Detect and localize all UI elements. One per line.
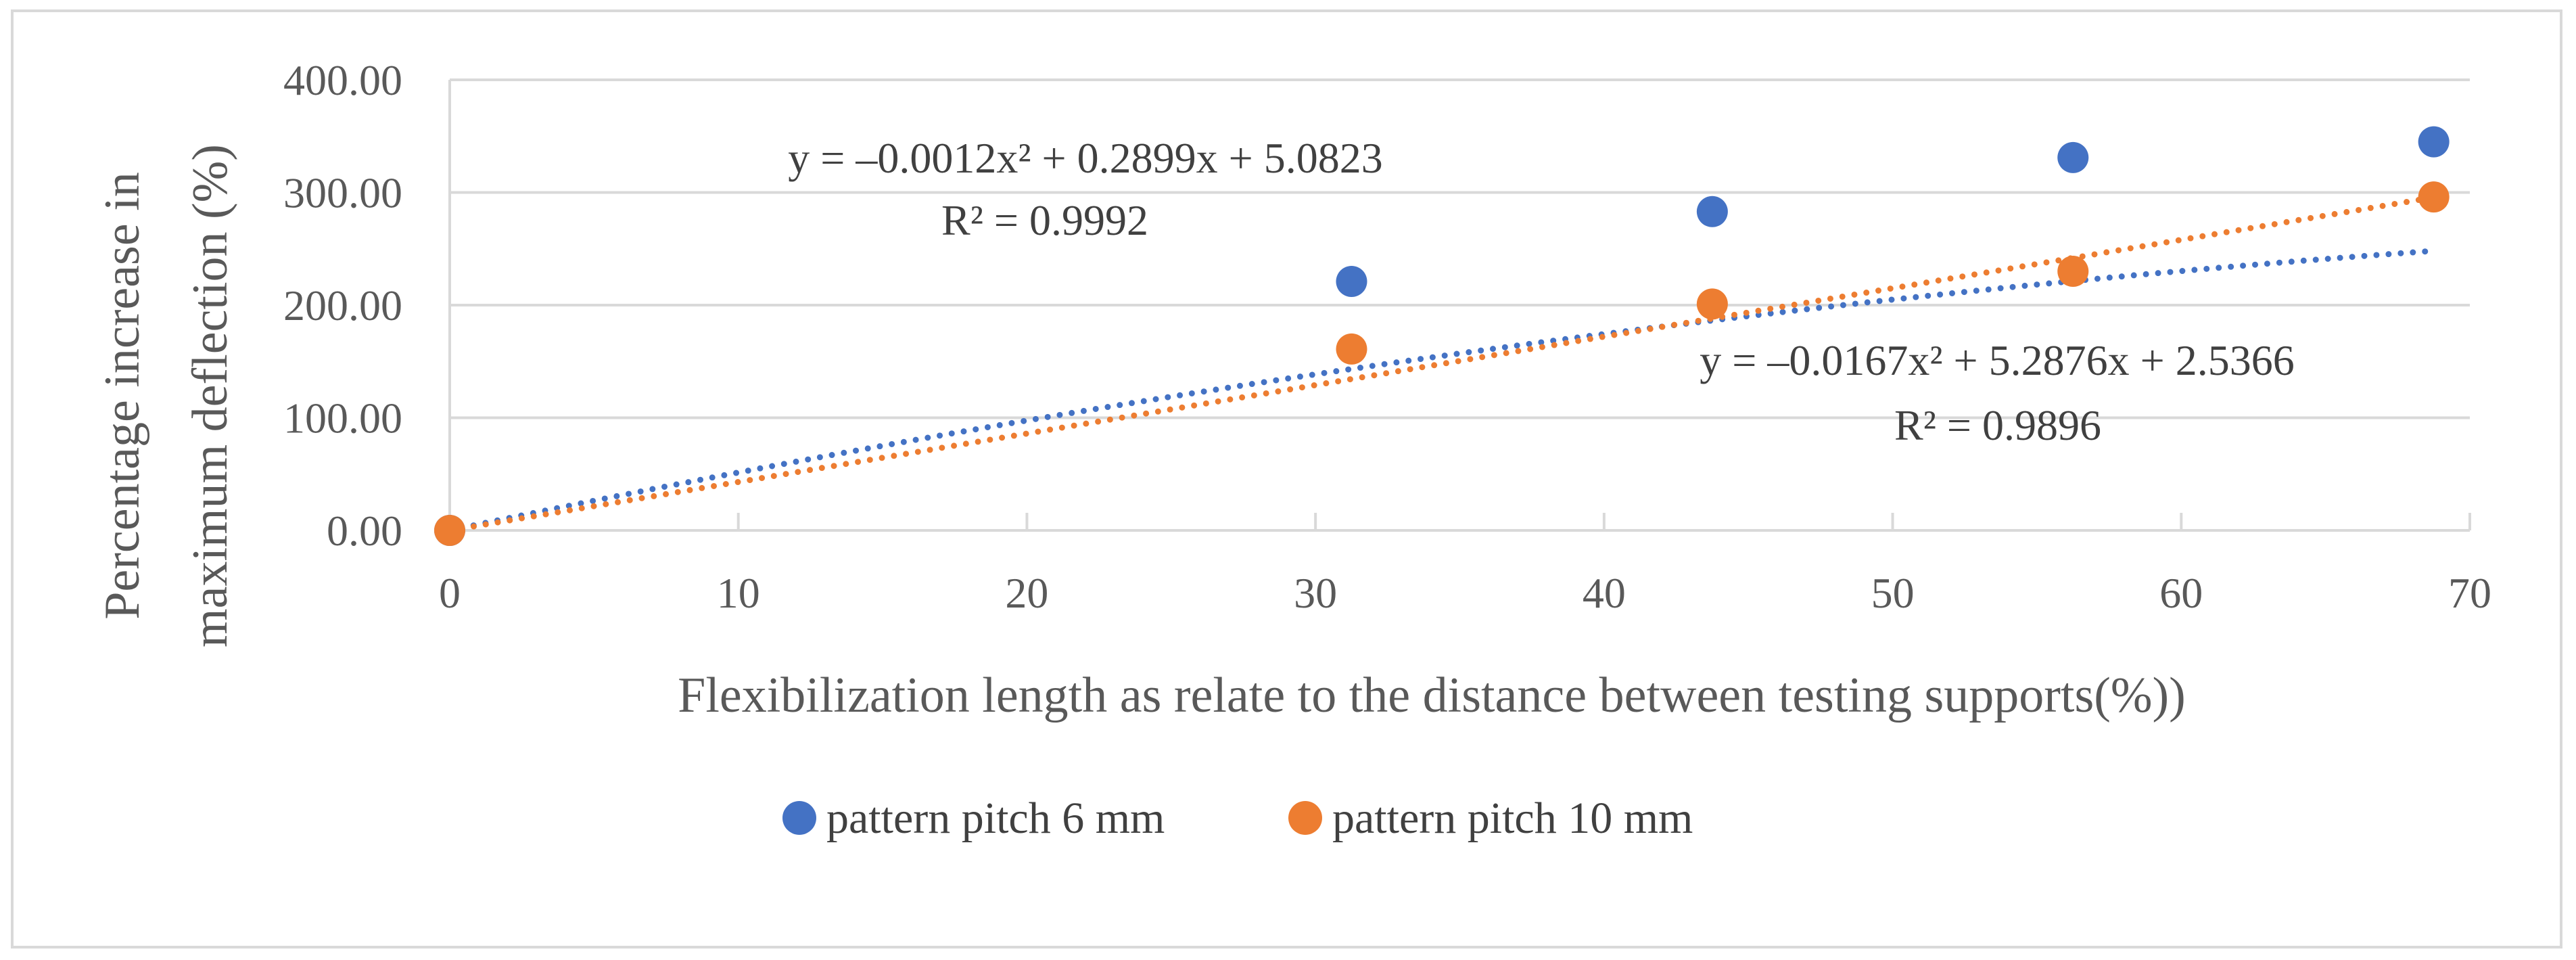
trendline-r2-6mm: R² = 0.9992: [941, 196, 1148, 244]
x-axis-title: Flexibilization length as relate to the …: [678, 668, 2186, 723]
x-tick-label: 60: [2159, 569, 2203, 617]
y-axis-title: Percentage increase in maximum deflectio…: [95, 144, 238, 647]
y-axis-title-line-2: maximum deflection (%): [183, 144, 238, 647]
x-tick-label: 20: [1005, 569, 1048, 617]
y-tick-label: 400.00: [283, 56, 402, 104]
data-point-6mm: [1696, 196, 1728, 227]
y-axis-title-line-1: Percentage increase in: [95, 172, 150, 620]
y-axis-ticks: 0.00 100.00 200.00 300.00 400.00: [283, 56, 402, 555]
legend: pattern pitch 6 mm pattern pitch 10 mm: [782, 794, 1693, 843]
x-tick-label: 30: [1294, 569, 1337, 617]
data-point-10mm: [2057, 256, 2089, 288]
legend-label-10mm: pattern pitch 10 mm: [1332, 794, 1693, 843]
data-point-10mm: [434, 515, 465, 546]
x-tick-label: 10: [717, 569, 760, 617]
trendline-r2-10mm: R² = 0.9896: [1894, 401, 2101, 449]
chart-frame: [11, 9, 2562, 948]
legend-label-6mm: pattern pitch 6 mm: [826, 794, 1165, 843]
trendline-equation-10mm: y = –0.0167x² + 5.2876x + 2.5366: [1700, 336, 2294, 384]
x-tick-label: 0: [439, 569, 461, 617]
data-point-10mm: [1696, 288, 1728, 320]
y-tick-label: 200.00: [283, 281, 402, 329]
x-tick-label: 40: [1583, 569, 1626, 617]
data-point-6mm: [1336, 266, 1367, 298]
x-tick-label: 70: [2448, 569, 2491, 617]
x-tick-label: 50: [1871, 569, 1915, 617]
x-axis-ticks: 0 10 20 30 40 50 60 70: [439, 569, 2491, 617]
grid-layer: [448, 78, 2471, 532]
data-point-6mm: [2057, 141, 2089, 173]
y-tick-label: 100.00: [283, 394, 402, 442]
trendline-layer: [446, 194, 2437, 534]
legend-marker-6mm: [782, 801, 816, 835]
y-tick-label: 300.00: [283, 169, 402, 217]
data-point-layer: [434, 126, 2450, 546]
data-point-10mm: [2418, 181, 2450, 213]
data-point-10mm: [1336, 333, 1367, 365]
y-tick-label: 0.00: [327, 507, 402, 555]
data-point-6mm: [2418, 126, 2450, 158]
legend-marker-10mm: [1288, 801, 1322, 835]
trendline-6mm: [446, 248, 2437, 534]
trendline-equation-6mm: y = –0.0012x² + 0.2899x + 5.0823: [788, 134, 1382, 182]
